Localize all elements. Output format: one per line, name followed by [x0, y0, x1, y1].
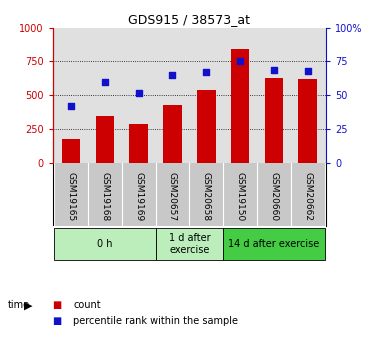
- Text: GSM19150: GSM19150: [236, 172, 244, 222]
- Point: [170, 72, 176, 78]
- Point: [136, 90, 142, 95]
- Text: percentile rank within the sample: percentile rank within the sample: [73, 316, 238, 326]
- Text: GSM20658: GSM20658: [202, 172, 211, 221]
- Text: GSM19165: GSM19165: [67, 172, 76, 222]
- Text: ■: ■: [53, 300, 62, 310]
- Text: GSM19168: GSM19168: [100, 172, 109, 222]
- Text: 0 h: 0 h: [97, 239, 112, 249]
- Text: GSM19169: GSM19169: [134, 172, 143, 222]
- Point: [203, 69, 209, 75]
- Bar: [231, 49, 249, 163]
- Bar: [156, 228, 223, 260]
- Text: GSM20657: GSM20657: [168, 172, 177, 221]
- Point: [237, 59, 243, 64]
- Bar: [197, 90, 216, 163]
- Text: time: time: [8, 300, 30, 310]
- Text: GSM20660: GSM20660: [269, 172, 278, 221]
- Point: [271, 67, 277, 72]
- Text: ■: ■: [53, 316, 62, 326]
- Bar: [62, 139, 80, 163]
- Title: GDS915 / 38573_at: GDS915 / 38573_at: [128, 13, 250, 27]
- Text: ▶: ▶: [24, 300, 33, 310]
- Text: 1 d after
exercise: 1 d after exercise: [169, 233, 210, 255]
- Bar: [265, 78, 283, 163]
- Bar: [163, 105, 182, 163]
- Bar: [223, 228, 324, 260]
- Bar: [96, 116, 114, 163]
- Text: GSM20662: GSM20662: [303, 172, 312, 221]
- Bar: [129, 124, 148, 163]
- Text: count: count: [73, 300, 101, 310]
- Text: 14 d after exercise: 14 d after exercise: [228, 239, 320, 249]
- Point: [304, 68, 310, 74]
- Point: [68, 104, 74, 109]
- Point: [102, 79, 108, 85]
- Bar: [54, 228, 156, 260]
- Bar: [298, 79, 317, 163]
